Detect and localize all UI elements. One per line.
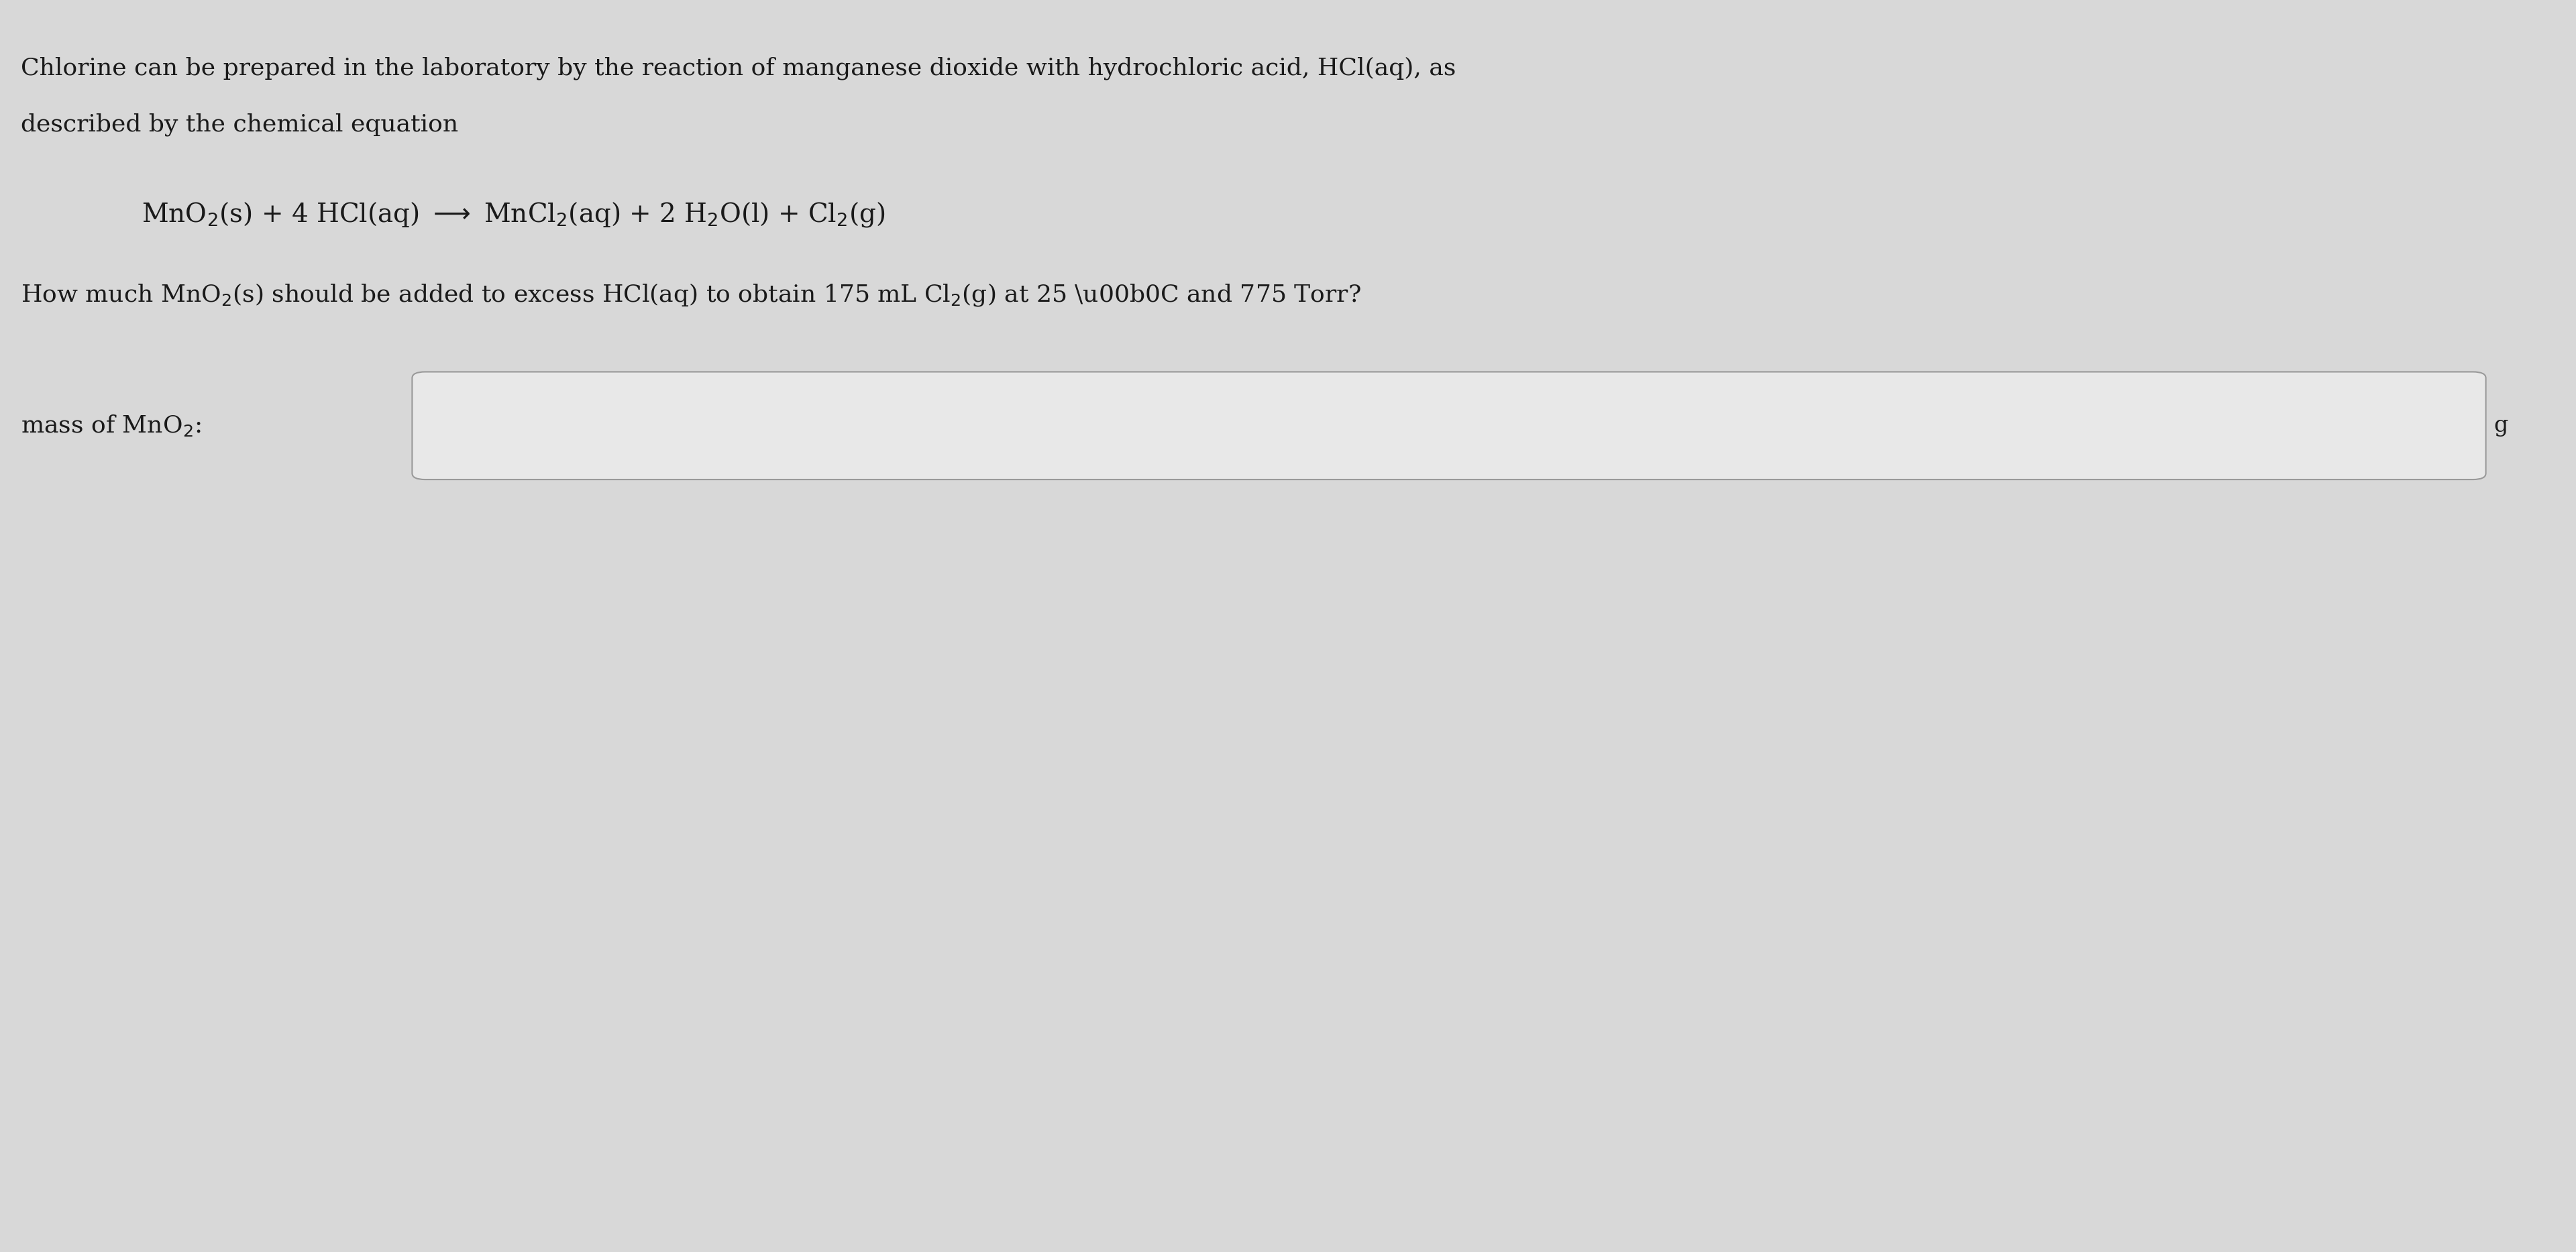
Text: mass of MnO$_2$:: mass of MnO$_2$: — [21, 413, 201, 438]
Text: Chlorine can be prepared in the laboratory by the reaction of manganese dioxide : Chlorine can be prepared in the laborato… — [21, 56, 1455, 80]
Text: How much MnO$_2$(s) should be added to excess HCl(aq) to obtain 175 mL Cl$_2$(g): How much MnO$_2$(s) should be added to e… — [21, 282, 1360, 308]
Text: described by the chemical equation: described by the chemical equation — [21, 113, 459, 135]
Text: g: g — [2494, 414, 2509, 437]
FancyBboxPatch shape — [412, 372, 2486, 480]
Text: MnO$_2$(s) + 4 HCl(aq) $\longrightarrow$ MnCl$_2$(aq) + 2 H$_2$O(l) + Cl$_2$(g): MnO$_2$(s) + 4 HCl(aq) $\longrightarrow$… — [142, 200, 886, 228]
